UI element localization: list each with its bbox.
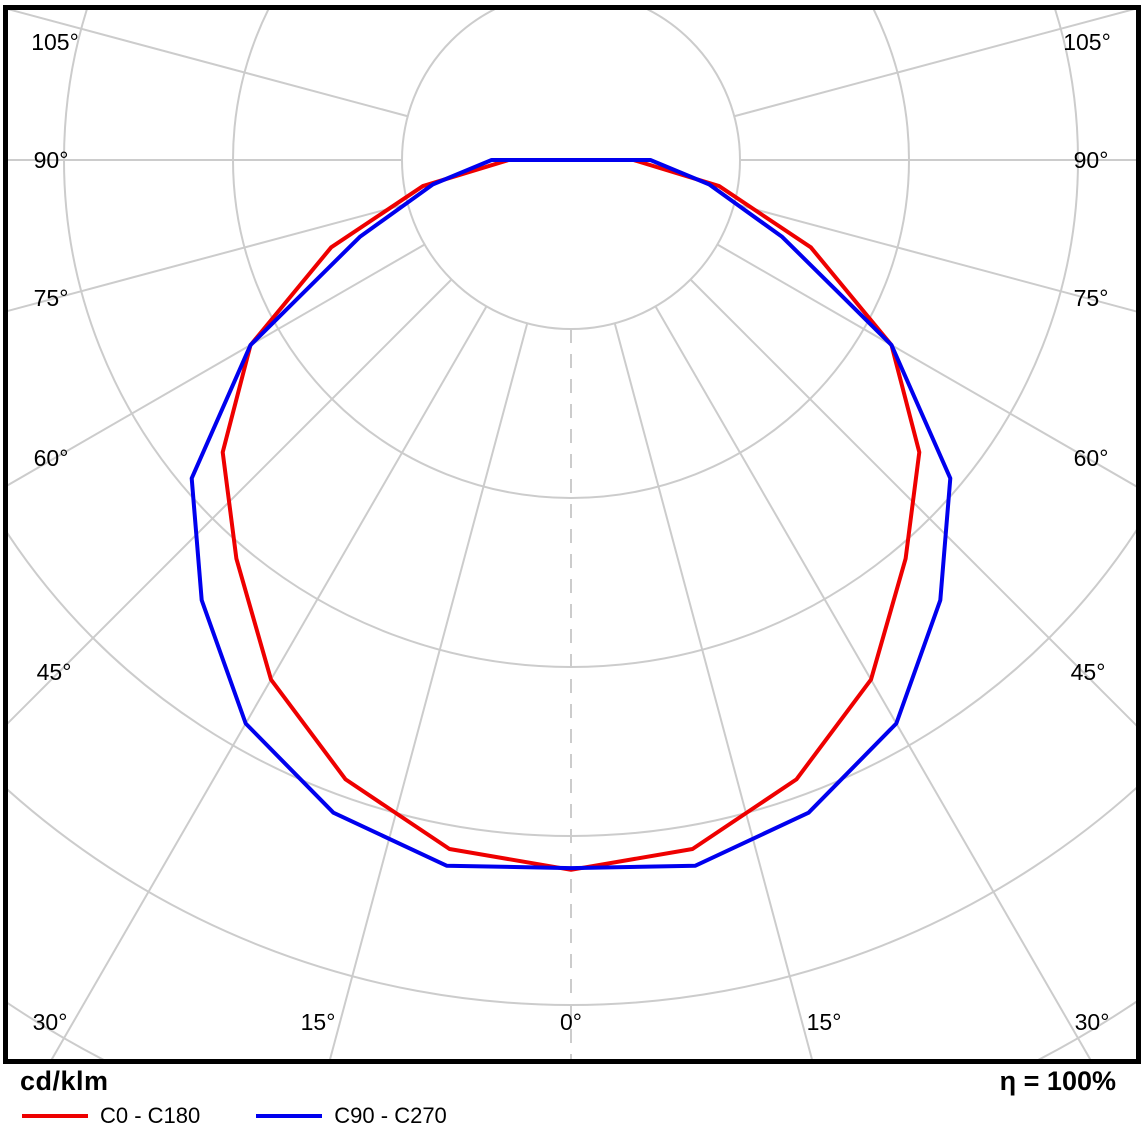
grid-ray-30deg [654,305,1092,1059]
angle-label-0deg: 0° [560,1009,582,1035]
angle-label-105deg: 105° [31,29,79,55]
grid-ray-60deg [8,243,426,487]
angle-label-60deg: 60° [1074,445,1109,471]
grid-ring-300 [63,10,1079,668]
angle-label-15deg: 15° [301,1009,336,1035]
grid-ray-15deg [329,322,529,1059]
angle-label-45deg: 45° [37,659,72,685]
polar-plot-frame: 0° 15° 15° 30° 30° 45° 45° 60° 60° 75° 75° 90° 90° 10… [3,5,1141,1064]
units-label: cd/klm [20,1066,109,1096]
legend-bar: cd/klm η = 100% C0 - C180 C90 - C270 [0,1064,1142,1132]
angle-label-30deg: 30° [33,1009,68,1035]
grid-ring-200 [232,10,910,499]
angle-label-75deg: 75° [1074,285,1109,311]
legend-item-c0-c180: C0 - C180 [22,1103,200,1129]
efficiency-label: η = 100% [999,1066,1116,1096]
grid-ray-30deg [50,305,488,1059]
angle-label-60deg: 60° [34,445,69,471]
legend-line-blue [256,1114,323,1118]
legend-header-row: cd/klm η = 100% [0,1064,1142,1097]
angle-label-105deg: 105° [1063,29,1111,55]
legend-row: C0 - C180 C90 - C270 [0,1103,1142,1129]
polar-chart-canvas: 0° 15° 15° 30° 30° 45° 45° 60° 60° 75° 75° 90° 90° 10… [8,10,1136,1059]
angle-label-90deg: 90° [34,147,69,173]
legend-line-red [22,1114,88,1118]
legend-label-c0-c180: C0 - C180 [100,1103,201,1128]
grid-ring-400 [8,529,1136,837]
angle-label-75deg: 75° [34,285,69,311]
grid-ray-45deg [8,278,453,725]
angle-label-15deg: 15° [807,1009,842,1035]
curve-C90-C270 [189,158,953,871]
curve-C0-C180 [220,158,922,872]
grid-ray-75deg [8,202,409,312]
angle-label-90deg: 90° [1074,147,1109,173]
grid-ray-45deg [689,278,1136,727]
grid-ray-75deg [733,202,1136,313]
angle-label-30deg: 30° [1075,1009,1110,1035]
grid-ray-105deg [8,10,409,118]
grid-ring-500 [8,786,1136,1006]
grid-ring-100 [401,10,741,330]
grid-ray-60deg [716,243,1136,488]
legend-label-c90-c270: C90 - C270 [334,1103,447,1128]
angle-label-45deg: 45° [1071,659,1106,685]
grid-ray-15deg [613,322,813,1059]
legend-item-c90-c270: C90 - C270 [256,1103,447,1129]
grid-ray-105deg [733,10,1135,118]
